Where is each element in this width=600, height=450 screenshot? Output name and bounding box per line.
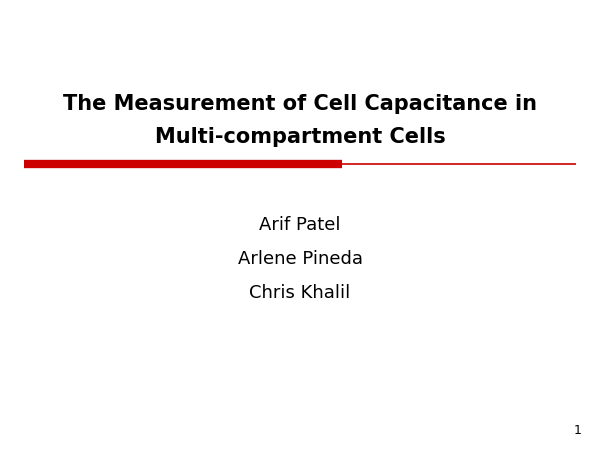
Text: Arif Patel: Arif Patel bbox=[259, 216, 341, 234]
Text: Multi-compartment Cells: Multi-compartment Cells bbox=[155, 127, 445, 147]
Text: 1: 1 bbox=[574, 423, 582, 436]
Text: Arlene Pineda: Arlene Pineda bbox=[238, 250, 362, 268]
Text: Chris Khalil: Chris Khalil bbox=[250, 284, 350, 302]
Text: The Measurement of Cell Capacitance in: The Measurement of Cell Capacitance in bbox=[63, 94, 537, 113]
